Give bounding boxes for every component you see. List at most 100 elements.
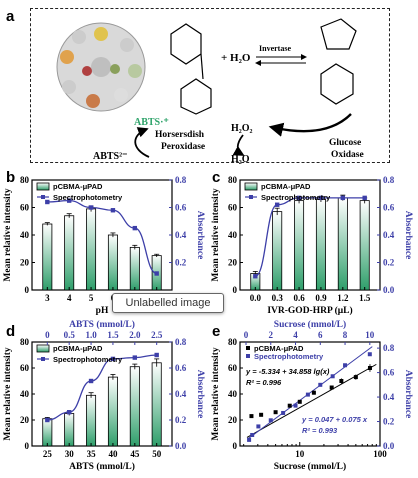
x2-tick-label: 2.0 — [129, 330, 141, 340]
spectro-point — [66, 198, 72, 203]
legend-line-label: Spectrophotometry — [53, 193, 123, 202]
y-axis-label: Mean relative intensity — [211, 347, 221, 440]
legend-bar-swatch — [36, 182, 50, 191]
bar — [129, 246, 140, 291]
spectro-point — [45, 417, 50, 423]
y2-tick-label: 0.2 — [383, 258, 395, 268]
chart-abts: 0 20 40 60 80 0.0 0.2 0.4 0.6 0.8 Mean relative in… — [3, 319, 205, 472]
y2-tick-label: 0.8 — [383, 343, 395, 353]
bar — [64, 215, 75, 291]
bar — [337, 197, 348, 291]
bar — [86, 208, 97, 291]
y-tick-label: 20 — [20, 415, 30, 425]
point-black — [353, 375, 358, 380]
point-black — [297, 399, 302, 404]
x-tick-label: 0.0 — [250, 293, 262, 303]
spectro-point — [88, 378, 94, 384]
y-axis-label: Mean relative intensity — [3, 347, 13, 440]
legend-bar-label: pCBMA-μPAD — [261, 182, 311, 191]
panel-letter-d: d — [6, 323, 16, 340]
sucrose-molecule — [170, 23, 212, 115]
x-tick-label: 1.5 — [359, 293, 371, 303]
spectro-point — [132, 355, 138, 360]
y2-tick-label: 0.2 — [383, 417, 395, 427]
annotation-r2-black: R² = 0.996 — [246, 378, 282, 387]
y2-tick-label: 0.0 — [383, 285, 395, 295]
legend-bar-swatch — [36, 344, 50, 353]
fructose-molecule — [320, 18, 357, 50]
x-tick-label: 1.2 — [337, 293, 349, 303]
x2-tick-label: 10 — [365, 330, 375, 340]
gox-label-line1: Glucose — [329, 138, 361, 148]
spectro-point — [296, 195, 302, 201]
point-blue — [318, 382, 323, 387]
spectro-line — [47, 199, 157, 275]
legend-bar-swatch — [244, 182, 258, 191]
spectro-point — [340, 195, 346, 201]
x-tick-label: 100 — [373, 449, 387, 459]
spectro-point — [45, 199, 50, 205]
legend-line-label: Spectrophotometry — [261, 193, 331, 202]
bar — [272, 211, 283, 291]
y-tick-label: 60 — [228, 203, 238, 213]
y-tick-label: 40 — [20, 230, 30, 240]
y2-tick-label: 0.4 — [175, 389, 187, 399]
point-blue — [281, 410, 286, 415]
bar — [151, 362, 162, 447]
legend-blue-label: Spectrophotometry — [254, 352, 324, 361]
unlabelled-image-tooltip: Unlabelled image — [112, 293, 224, 313]
spectro-point — [154, 271, 159, 276]
x-tick-label: 0.9 — [315, 293, 327, 303]
y-tick-label: 20 — [228, 415, 238, 425]
x2-tick-label: 2.5 — [151, 330, 163, 340]
legend-line-marker — [41, 357, 45, 361]
y-tick-label: 0 — [233, 441, 238, 451]
y-tick-label: 0 — [233, 285, 238, 295]
x-tick-label: 0.6 — [293, 293, 305, 303]
gox-arrow — [268, 113, 352, 137]
legend-black-label: pCBMA-μPAD — [254, 344, 304, 353]
x-tick-label: 0.3 — [272, 293, 284, 303]
legend-bar-label: pCBMA-μPAD — [53, 344, 103, 353]
x2-axis-label: Sucrose (mmol/L) — [274, 319, 346, 330]
spectro-point — [154, 352, 159, 358]
legend-line-label: Spectrophotometry — [53, 355, 123, 364]
annotation-fit-black: y = -5.334 + 34.858 lg(x) — [245, 367, 330, 376]
bar — [107, 376, 118, 447]
x2-axis-label: ABTS (mmol/L) — [69, 319, 135, 330]
legend-bar-label: pCBMA-μPAD — [53, 182, 103, 191]
spectro-point — [362, 195, 367, 201]
bar — [42, 223, 53, 291]
y-tick-label: 60 — [20, 203, 30, 213]
x2-tick-label: 8 — [343, 330, 348, 340]
spectro-line — [47, 354, 157, 421]
spectro-point — [110, 208, 116, 213]
hrp-label-line2: Peroxidase — [161, 142, 205, 152]
y2-axis-label: Absorbance — [403, 370, 413, 419]
annotation-r2-blue: R² = 0.993 — [302, 426, 338, 435]
x-tick-label: 3 — [45, 293, 50, 303]
y2-tick-label: 0.4 — [383, 392, 395, 402]
spectro-point — [253, 274, 258, 279]
h2o-bottom-label: H₂O — [231, 154, 250, 164]
x-axis-label: IVR-GOD-HRP (μL) — [267, 305, 352, 316]
x-tick-label: 50 — [152, 449, 162, 459]
y2-tick-label: 0.6 — [383, 203, 395, 213]
spectro-point — [88, 205, 94, 210]
chart-enzyme-volume: 0 20 40 60 80 0.0 0.2 0.4 0.6 0.8 Mean relative in… — [211, 175, 413, 316]
legend-line-marker — [249, 195, 253, 199]
y-tick-label: 40 — [20, 389, 30, 399]
y2-tick-label: 0.0 — [383, 441, 395, 451]
point-blue — [343, 363, 348, 368]
x-tick-label: 30 — [65, 449, 75, 459]
y2-tick-label: 0.8 — [175, 337, 187, 347]
x2-tick-label: 2 — [269, 330, 274, 340]
x-axis-label: ABTS (mmol/L) — [69, 461, 135, 472]
point-black — [367, 366, 372, 370]
y2-tick-label: 0.8 — [383, 175, 395, 185]
y-tick-label: 20 — [228, 258, 238, 268]
hrp-label-line1: Horsersdish — [155, 130, 205, 140]
bar — [129, 366, 140, 447]
x-tick-label: 25 — [43, 449, 53, 459]
